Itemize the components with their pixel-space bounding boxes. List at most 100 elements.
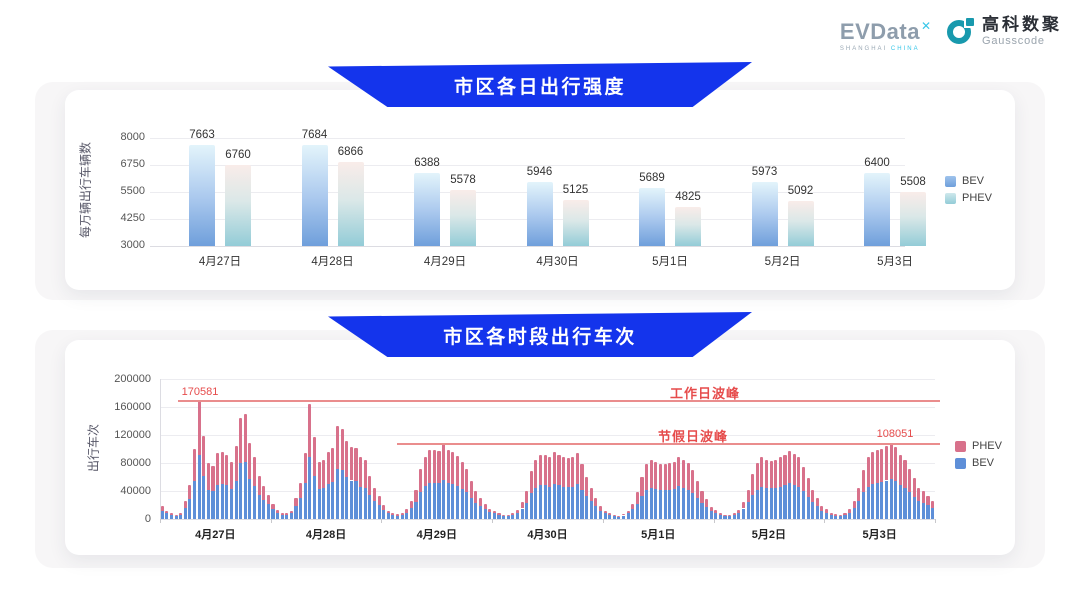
x-tick-label: 5月3日 (877, 256, 913, 268)
stacked-bar-bev-segment (216, 484, 220, 519)
stacked-bar-phev-segment (479, 498, 483, 507)
stacked-bar-bev-segment (488, 512, 492, 519)
stacked-bar-phev-segment (474, 491, 478, 503)
legend: PHEV BEV (955, 440, 1002, 469)
legend-item-phev[interactable]: PHEV (945, 192, 992, 204)
stacked-bar-bev-segment (695, 498, 699, 519)
stacked-bar-phev-segment (741, 502, 746, 509)
day-tick (492, 519, 494, 523)
stacked-bar-bev-segment (202, 475, 206, 519)
stacked-bar-phev-segment (820, 506, 824, 511)
bar-bev (189, 145, 215, 246)
stacked-bar-phev-segment (801, 466, 805, 491)
x-tick-label: 4月28日 (311, 256, 354, 268)
legend-label: PHEV (972, 440, 1002, 452)
stacked-bar-bev-segment (746, 502, 750, 519)
stacked-bar-bev-segment (276, 512, 280, 519)
bar-value-label-phev: 6866 (337, 146, 364, 159)
bar-value-label-bev: 6388 (414, 156, 440, 169)
stacked-bar-phev-segment (400, 512, 404, 515)
stacked-bar-bev-segment (562, 486, 566, 519)
annotation-label-workday-peak: 工作日波峰 (669, 385, 740, 401)
stacked-bar-phev-segment (455, 456, 460, 487)
stacked-bar-phev-segment (363, 459, 367, 488)
stacked-bar-bev-segment (884, 480, 889, 519)
stacked-bar-bev-segment (409, 507, 413, 519)
stacked-bar-phev-segment (285, 513, 289, 516)
bar-value-label-phev: 5508 (900, 175, 926, 188)
stacked-bar-bev-segment (908, 492, 912, 519)
stacked-bar-phev-segment (875, 449, 879, 483)
stacked-bar-bev-segment (834, 515, 838, 519)
stacked-bar-phev-segment (718, 512, 722, 515)
day-tick (713, 519, 715, 523)
chart-daily-intensity: 每万辆出行车辆数 3000 4250 5500 6750 8000 7663 6760 4月2… (65, 90, 1015, 290)
stacked-bar-phev-segment (492, 510, 496, 514)
stacked-bar-bev-segment (603, 513, 607, 519)
stacked-bar-phev-segment (525, 491, 529, 503)
stacked-bar-phev-segment (691, 470, 695, 494)
stacked-bar-phev-segment (921, 491, 925, 503)
stacked-bar-phev-segment (386, 510, 390, 514)
stacked-bar-phev-segment (229, 461, 233, 489)
legend-item-bev[interactable]: BEV (955, 457, 1002, 469)
stacked-bar-bev-segment (354, 481, 358, 519)
bar-phev (337, 162, 364, 246)
evdata-x-icon: ✕ (920, 19, 931, 33)
stacked-bar-bev-segment (414, 502, 418, 519)
stacked-bar-bev-segment (700, 502, 704, 519)
stacked-bar-bev-segment (811, 502, 815, 519)
stacked-bar-phev-segment (792, 453, 796, 485)
stacked-bar-bev-segment (312, 476, 317, 519)
stacked-bar-bev-segment (806, 496, 810, 519)
stacked-bar-phev-segment (317, 461, 321, 489)
stacked-bar-bev-segment (672, 488, 676, 519)
stacked-bar-phev-segment (903, 459, 907, 488)
stacked-bar-phev-segment (428, 450, 432, 483)
stacked-bar-bev-segment (506, 516, 510, 519)
stacked-bar-phev-segment (723, 514, 727, 517)
stacked-bar-phev-segment (931, 500, 935, 508)
stacked-bar-bev-segment (188, 499, 192, 519)
stacked-bar-bev-segment (451, 484, 455, 519)
legend-item-phev[interactable]: PHEV (955, 440, 1002, 452)
stacked-bar-bev-segment (428, 482, 432, 519)
ribbon-daily-title: 市区各日出行强度 (453, 77, 626, 98)
y-tick-label: 40000 (120, 484, 151, 497)
stacked-bar-phev-segment (714, 509, 718, 514)
stacked-bar-phev-segment (672, 461, 676, 489)
stacked-bar-bev-segment (465, 492, 469, 519)
stacked-bar-phev-segment (898, 454, 902, 486)
stacked-bar-bev-segment (571, 486, 575, 519)
stacked-bar-phev-segment (289, 510, 293, 514)
ribbon-hourly-title: 市区各时段出行车次 (443, 327, 637, 348)
stacked-bar-bev-segment (838, 516, 842, 519)
stacked-bar-phev-segment (299, 482, 303, 498)
stacked-bar-bev-segment (502, 516, 506, 519)
stacked-bar-phev-segment (548, 457, 552, 487)
gridline (150, 138, 905, 139)
stacked-bar-phev-segment (663, 464, 667, 491)
stacked-bar-bev-segment (663, 490, 667, 519)
stacked-bar-bev-segment (912, 496, 916, 519)
stacked-bar-phev-segment (622, 514, 626, 516)
stacked-bar-phev-segment (645, 464, 649, 491)
bar-value-label-bev: 7663 (189, 129, 215, 142)
stacked-bar-bev-segment (580, 490, 584, 519)
stacked-bar-phev-segment (635, 492, 639, 504)
y-tick-label: 160000 (114, 400, 151, 413)
stacked-bar-bev-segment (894, 481, 898, 519)
stacked-bar-phev-segment (349, 446, 353, 481)
stacked-bar-bev-segment (391, 515, 395, 519)
stacked-bar-phev-segment (557, 455, 561, 486)
stacked-bar-bev-segment (335, 468, 340, 519)
evdata-logo: EVData✕ SHANGHAI CHINA (840, 16, 931, 52)
evdata-name: EVData (839, 19, 920, 44)
stacked-bar-phev-segment (192, 449, 197, 482)
legend-item-bev[interactable]: BEV (945, 175, 992, 187)
stacked-bar-phev-segment (834, 514, 838, 516)
stacked-bar-phev-segment (598, 506, 603, 511)
day-tick (270, 519, 272, 523)
gridline (150, 165, 905, 166)
stacked-bar-phev-segment (497, 513, 501, 516)
